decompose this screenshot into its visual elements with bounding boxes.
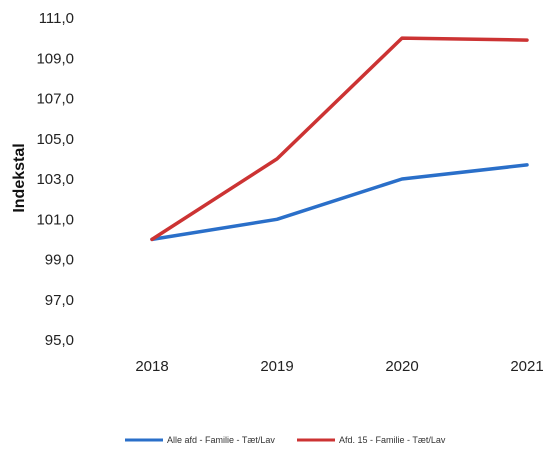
series-line-2 [150,36,529,242]
y-tick-label: 111,0 [39,10,74,27]
series-line-1 [150,163,529,242]
x-tick-label: 2020 [385,358,418,375]
x-tick-label: 2019 [260,358,293,375]
y-tick-label: 101,0 [36,211,74,228]
x-axis-ticks: 2018 2019 2020 2021 [135,358,543,375]
x-tick-label: 2021 [510,358,543,375]
y-tick-label: 99,0 [45,252,74,269]
legend-label: Afd. 15 - Familie - Tæt/Lav [339,435,446,445]
x-tick-label: 2018 [135,358,168,375]
y-axis-ticks: 95,0 97,0 99,0 101,0 103,0 105,0 107,0 109,0 111… [36,10,74,349]
legend: Alle afd - Familie - Tæt/Lav Afd. 15 - Fa… [125,435,446,445]
y-tick-label: 97,0 [45,292,74,309]
series-lines [150,36,529,242]
legend-label: Alle afd - Familie - Tæt/Lav [167,435,275,445]
y-axis-title: Indekstal [11,143,28,212]
y-tick-label: 107,0 [36,91,74,108]
y-tick-label: 103,0 [36,171,74,188]
y-tick-label: 95,0 [45,332,74,349]
y-tick-label: 109,0 [36,50,74,67]
y-tick-label: 105,0 [36,131,74,148]
